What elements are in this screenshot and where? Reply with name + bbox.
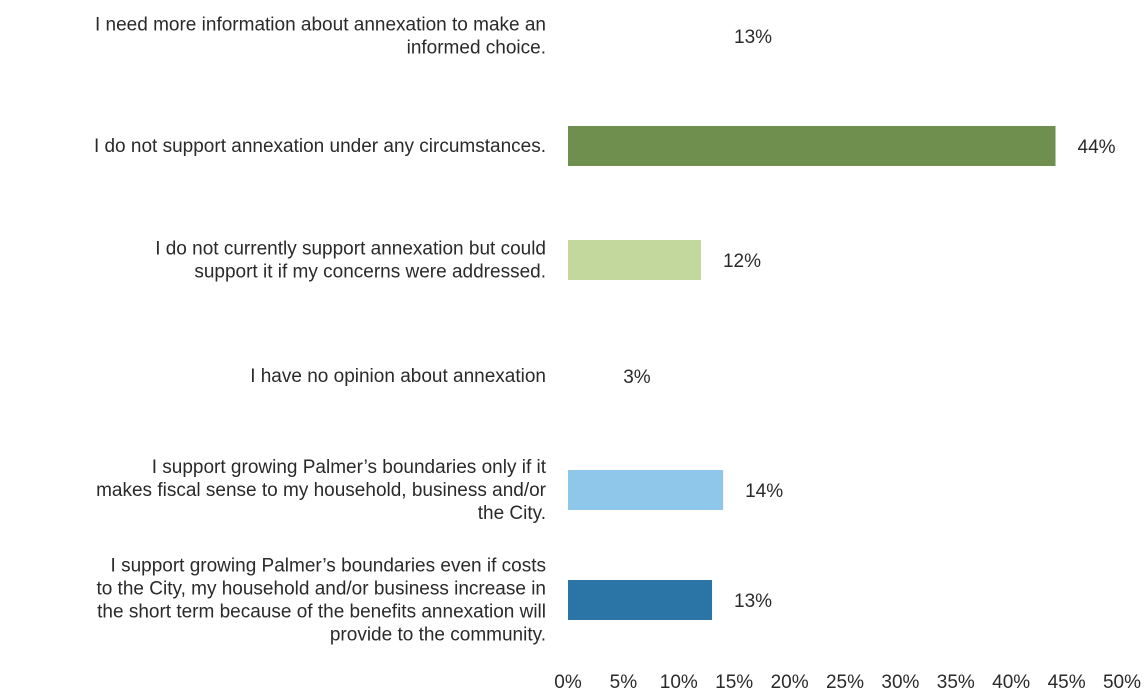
- category-label-4: I have no opinion about annexation: [250, 366, 546, 387]
- bar-2: [568, 126, 1056, 166]
- bar-6: [568, 580, 713, 620]
- data-label-6: 13%: [734, 591, 772, 612]
- x-axis: 0% 5% 10% 15% 20% 25% 30% 35% 40% 45% 50%: [554, 672, 1141, 693]
- data-label-1: 13%: [734, 27, 772, 48]
- x-tick-label: 5%: [610, 672, 638, 693]
- x-tick-label: 35%: [937, 672, 975, 693]
- bar-3: [568, 240, 701, 280]
- data-label-2: 44%: [1078, 137, 1116, 158]
- x-tick-label: 50%: [1103, 672, 1141, 693]
- data-labels-layer: 13% 44% 12% 3% 14% 13%: [623, 27, 1115, 612]
- data-label-3: 12%: [723, 251, 761, 272]
- x-tick-label: 45%: [1048, 672, 1086, 693]
- x-tick-label: 15%: [715, 672, 753, 693]
- category-labels-layer: I need more information about annexation…: [94, 15, 547, 646]
- x-tick-label: 25%: [826, 672, 864, 693]
- x-tick-label: 20%: [771, 672, 809, 693]
- data-label-5: 14%: [745, 481, 783, 502]
- category-label-6: I support growing Palmer’s boundaries ev…: [96, 556, 546, 646]
- bar-1: [568, 16, 713, 56]
- category-label-5: I support growing Palmer’s boundaries on…: [96, 457, 547, 524]
- x-tick-label: 40%: [992, 672, 1030, 693]
- bar-5: [568, 470, 724, 510]
- x-tick-label: 0%: [554, 672, 582, 693]
- data-label-4: 3%: [623, 367, 651, 388]
- bar-4: [568, 356, 602, 396]
- x-tick-label: 30%: [881, 672, 919, 693]
- x-tick-label: 10%: [660, 672, 698, 693]
- bars-layer: [568, 16, 1056, 620]
- category-label-2: I do not support annexation under any ci…: [94, 136, 546, 157]
- category-label-1: I need more information about annexation…: [95, 15, 546, 59]
- category-label-3: I do not currently support annexation bu…: [155, 239, 546, 283]
